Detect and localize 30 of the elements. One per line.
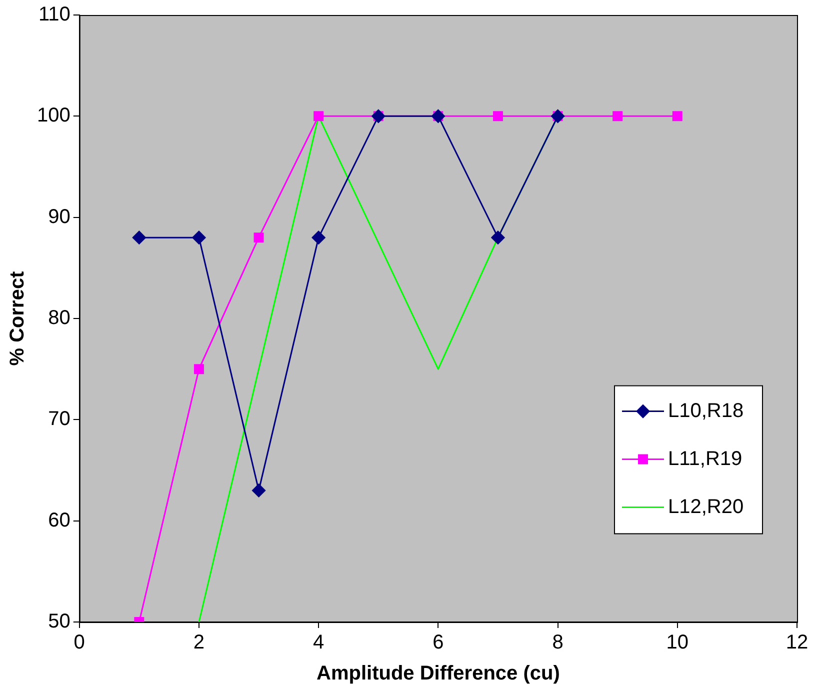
y-tick-label: 80	[48, 307, 70, 330]
y-axis-title: % Correct	[6, 270, 29, 366]
point	[612, 111, 623, 122]
point	[312, 230, 326, 244]
point	[194, 364, 204, 374]
x-tick-label: 12	[786, 632, 808, 654]
y-tick-label: 100	[36, 104, 70, 127]
x-tick-label: 2	[193, 632, 205, 654]
y-tick-label: 110	[38, 4, 70, 26]
x-tick-label: 10	[666, 632, 689, 654]
point	[492, 111, 503, 122]
y-tick-label: 90	[48, 206, 70, 228]
point	[192, 230, 206, 244]
x-tick-label: 4	[313, 632, 324, 654]
x-tick-label: 8	[552, 632, 564, 654]
point	[314, 111, 324, 122]
legend-label: L10,R18	[668, 400, 744, 422]
point	[491, 230, 505, 244]
legend-label: L11,R19	[668, 448, 742, 470]
y-tick-label: 50	[48, 610, 70, 633]
x-tick-label: 6	[432, 632, 444, 654]
point	[672, 111, 682, 122]
point	[254, 232, 264, 243]
legend-label: L12,R20	[668, 496, 744, 518]
x-tick-label: 0	[74, 632, 85, 654]
y-tick-label: 60	[48, 509, 70, 532]
point	[252, 484, 266, 498]
y-tick-label: 70	[48, 408, 70, 430]
x-axis-title: Amplitude Difference (cu)	[316, 662, 560, 685]
point	[132, 230, 146, 244]
